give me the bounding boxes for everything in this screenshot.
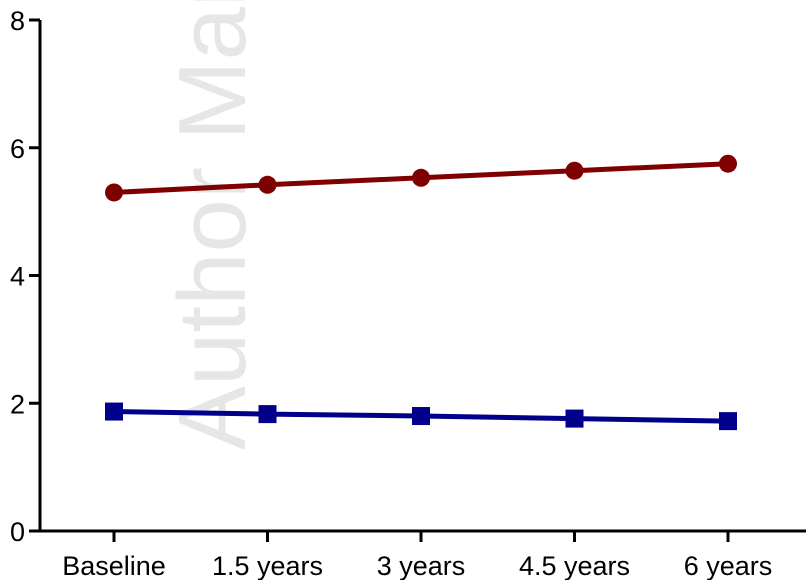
data-point: [565, 161, 584, 180]
y-tick-label: 2: [10, 389, 25, 419]
data-point: [258, 405, 277, 424]
y-tick-label: 4: [10, 262, 25, 292]
x-tick-label: 4.5 years: [519, 551, 630, 580]
data-point: [719, 154, 737, 173]
series-layer: [105, 154, 737, 431]
data-point: [258, 175, 277, 194]
series-0: [105, 154, 737, 202]
x-tick-label: 3 years: [377, 551, 466, 580]
y-tick-label: 8: [10, 6, 25, 36]
axes: 0 2 4 6 8 Baseline 1.5 years 3 years 4.5 years 6 …: [10, 6, 806, 580]
watermark-text: Author Manuscript: [159, 0, 266, 450]
x-tick-label: 6 years: [684, 551, 773, 580]
y-tick-label: 6: [10, 134, 25, 164]
data-point: [719, 412, 737, 431]
data-point: [105, 402, 123, 421]
series-1: [105, 402, 737, 431]
x-tick-label: 1.5 years: [212, 551, 323, 580]
data-point: [412, 407, 430, 426]
y-tick-label: 0: [10, 517, 25, 547]
x-tick-label: Baseline: [62, 551, 166, 580]
data-point: [565, 409, 584, 428]
data-point: [105, 183, 123, 202]
data-point: [412, 168, 430, 187]
